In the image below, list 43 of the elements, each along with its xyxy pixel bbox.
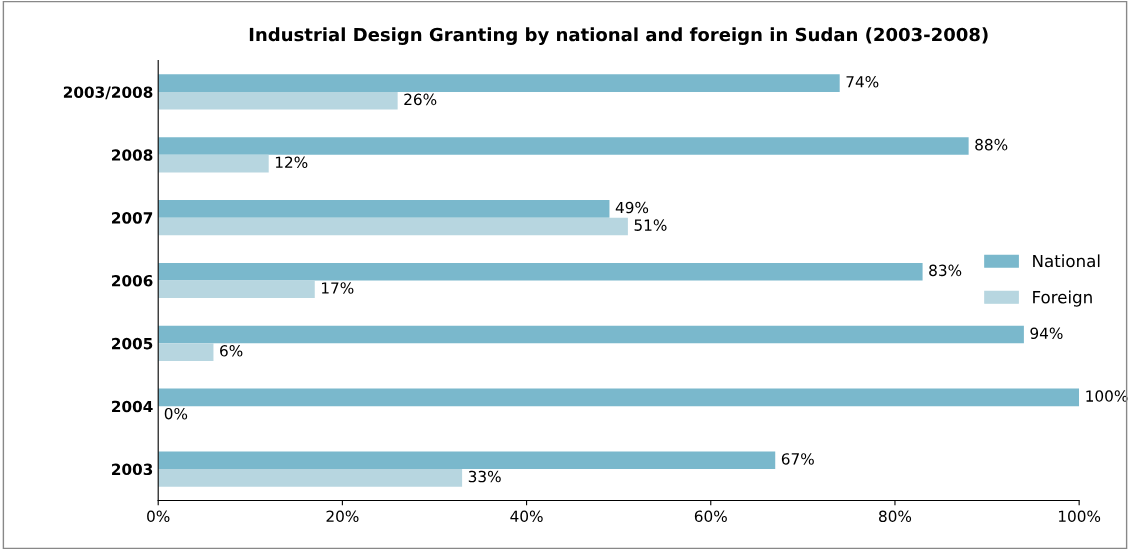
data-label: 17% (322, 282, 354, 294)
x-tick-label: 0% (147, 510, 170, 523)
y-tick-label: 2005 (112, 337, 153, 350)
data-label: 94% (1030, 327, 1063, 339)
data-label: 6% (220, 345, 243, 357)
data-label: 100% (1086, 390, 1128, 402)
data-label: 74% (846, 76, 879, 88)
y-tick-label: 2003 (112, 463, 153, 476)
bar (158, 262, 923, 281)
bar (158, 154, 269, 173)
y-tick-label: 2003/2008 (63, 86, 153, 100)
bar (158, 217, 628, 236)
chart-title: Industrial Design Granting by national and foreign in Sudan (2003-2008) (249, 27, 988, 45)
data-label: 0% (164, 407, 188, 420)
data-label: 12% (275, 156, 308, 169)
data-label: 88% (975, 138, 1008, 151)
bar (158, 388, 1080, 407)
y-tick-label: 2006 (112, 274, 153, 287)
bar (158, 343, 214, 361)
y-tick-label: 2008 (112, 149, 153, 161)
data-label: 49% (615, 201, 649, 214)
bar (158, 200, 610, 218)
bar (158, 469, 463, 487)
bar (158, 280, 315, 299)
legend-label: National (1033, 254, 1100, 268)
y-tick-label: 2004 (112, 400, 153, 413)
data-label: 67% (781, 453, 814, 465)
bar (158, 74, 840, 92)
x-tick-label: 100% (1058, 510, 1101, 523)
data-label: 26% (404, 93, 437, 106)
bar (158, 91, 398, 110)
x-tick-label: 60% (694, 510, 727, 523)
y-tick-label: 2007 (112, 212, 153, 224)
bar (158, 137, 969, 155)
bar (158, 325, 1024, 344)
x-tick-label: 20% (326, 510, 359, 523)
x-tick-label: 40% (510, 510, 543, 523)
bar (158, 451, 776, 470)
x-tick-label: 80% (879, 510, 912, 523)
legend-label: Foreign (1033, 290, 1092, 307)
data-label: 51% (634, 219, 667, 231)
data-label: 33% (468, 470, 501, 483)
data-label: 83% (929, 264, 962, 277)
